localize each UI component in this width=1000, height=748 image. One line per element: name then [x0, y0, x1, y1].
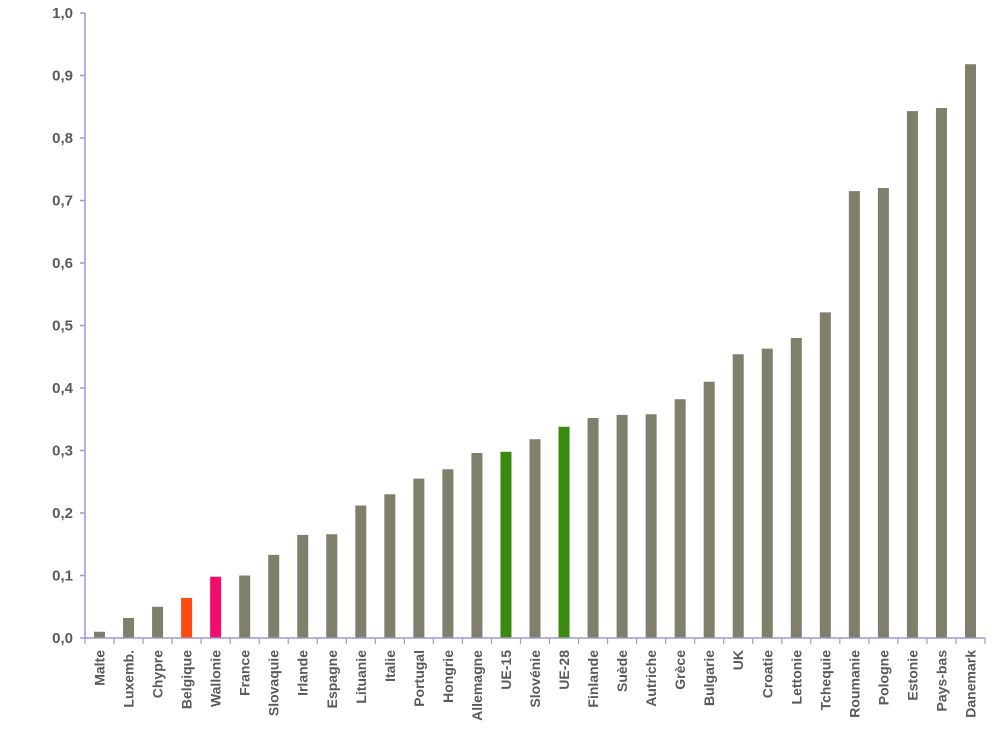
y-tick-label: 1,0	[52, 5, 73, 22]
y-tick-label: 0,0	[52, 630, 73, 647]
bar-pays-bas	[935, 108, 947, 638]
bar-tchequie	[819, 312, 831, 638]
bar-hongrie	[442, 469, 454, 638]
y-tick-label: 0,6	[52, 255, 73, 272]
bar-autriche	[645, 414, 657, 638]
x-category-label: Croatie	[759, 650, 775, 698]
bar-danemark	[964, 64, 976, 638]
bar-malte	[94, 631, 106, 638]
bar-finlande	[587, 418, 599, 638]
x-category-label: Wallonie	[208, 650, 224, 707]
bar-su-de	[616, 414, 628, 638]
x-category-label: Roumanie	[846, 650, 862, 718]
x-category-label: Pays-bas	[933, 650, 949, 712]
x-category-label: Lettonie	[788, 650, 804, 705]
bar-croatie	[761, 348, 773, 638]
bar-uk	[732, 354, 744, 638]
bar-irlande	[297, 534, 309, 638]
x-category-label: Hongrie	[440, 650, 456, 703]
x-category-label: Danemark	[962, 650, 978, 718]
x-category-label: France	[237, 650, 253, 696]
bar-ue-15	[500, 451, 512, 638]
bar-pologne	[877, 188, 889, 638]
x-category-label: Chypre	[150, 650, 166, 698]
x-category-label: Lituanie	[353, 650, 369, 704]
bar-estonie	[906, 111, 918, 638]
bar-italie	[384, 494, 396, 638]
x-labels-group: Malte Luxemb. Chypre Belgique Wallonie France…	[84, 638, 986, 721]
x-category-label: UE-15	[498, 650, 514, 690]
bar-france	[239, 575, 251, 638]
bar-bulgarie	[703, 381, 715, 638]
x-category-label: Slovaquie	[266, 650, 282, 716]
x-category-label: Irlande	[295, 650, 311, 696]
y-tick-label: 0,5	[52, 318, 73, 335]
bar-slov-nie	[529, 439, 541, 638]
bar-luxemb	[123, 618, 135, 638]
bar-espagne	[326, 534, 338, 638]
bar-wallonie	[210, 576, 222, 638]
x-category-label: Malte	[92, 650, 108, 686]
y-tick-label: 0,3	[52, 443, 73, 460]
bar-lettonie	[790, 338, 802, 638]
x-category-label: Belgique	[179, 650, 195, 709]
y-ticks-group: 0,0 0,1 0,2 0,3 0,4 0,5 0,6 0,7 0,8 0,9 1,0	[52, 5, 85, 647]
x-category-label: Espagne	[324, 650, 340, 709]
x-category-label: Allemagne	[469, 650, 485, 721]
x-category-label: Tchequie	[817, 650, 833, 711]
x-category-label: UK	[730, 650, 746, 670]
bar-portugal	[413, 478, 425, 638]
y-tick-label: 0,1	[52, 568, 73, 585]
bars-group	[94, 64, 976, 638]
bar-slovaquie	[268, 554, 280, 638]
x-category-label: Pologne	[875, 650, 891, 705]
y-tick-label: 0,9	[52, 68, 73, 85]
x-category-label: Portugal	[411, 650, 427, 707]
bar-roumanie	[848, 191, 860, 638]
bar-lituanie	[355, 505, 367, 638]
x-category-label: Suède	[614, 650, 630, 692]
x-category-label: Finlande	[585, 650, 601, 708]
y-tick-label: 0,8	[52, 130, 73, 147]
x-category-label: Estonie	[904, 650, 920, 701]
bar-gr-ce	[674, 399, 686, 638]
x-category-label: Grèce	[672, 650, 688, 690]
x-category-label: Autriche	[643, 650, 659, 707]
x-category-label: Italie	[382, 650, 398, 682]
x-category-label: Bulgarie	[701, 650, 717, 706]
y-tick-label: 0,2	[52, 505, 73, 522]
y-tick-label: 0,4	[52, 380, 74, 397]
x-category-label: Luxemb.	[121, 650, 137, 708]
y-tick-label: 0,7	[52, 193, 73, 210]
x-category-label: UE-28	[556, 650, 572, 690]
bar-belgique	[181, 598, 193, 638]
bar-allemagne	[471, 453, 483, 638]
bar-chypre	[152, 606, 164, 638]
x-category-label: Slovénie	[527, 650, 543, 708]
bar-ue-28	[558, 426, 570, 638]
